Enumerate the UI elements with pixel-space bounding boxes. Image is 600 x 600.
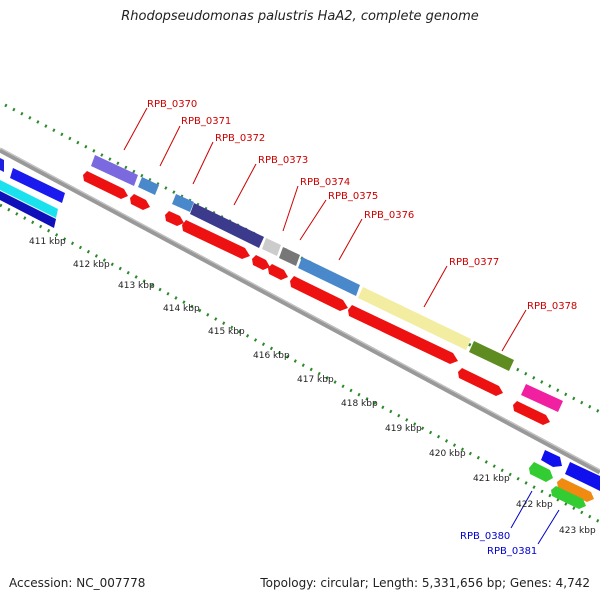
genome-backbone [0, 147, 600, 475]
gene-rpb0377 [358, 287, 471, 350]
label-leaders [123, 107, 527, 352]
genome-stats-text: Topology: circular; Length: 5,331,656 bp… [260, 576, 590, 590]
gene-rpb0375 [279, 247, 300, 266]
gene-label-rpb0374: RPB_0374 [300, 177, 350, 188]
scale-label-422: 422 kbp [516, 500, 553, 510]
forward-genes [91, 155, 600, 491]
gene-red-3 [165, 211, 184, 226]
scale-label-415: 415 kbp [208, 327, 245, 337]
scale-label-423: 423 kbp [559, 526, 596, 536]
gene-edge-cyan [0, 180, 58, 218]
gene-red-7 [290, 276, 348, 311]
scale-label-412: 412 kbp [73, 260, 110, 270]
gene-label-rpb0377: RPB_0377 [449, 257, 499, 268]
gene-label-rpb0381: RPB_0381 [487, 546, 537, 557]
gene-red-4 [182, 220, 250, 259]
gene-label-rpb0370: RPB_0370 [147, 99, 197, 110]
gene-rpb0378 [469, 341, 514, 371]
gene-red-10 [513, 401, 550, 425]
scale-label-420: 420 kbp [429, 449, 466, 459]
label-leaders-bottom [510, 490, 560, 545]
gene-edge-blue [10, 168, 65, 203]
gene-green [529, 462, 553, 482]
gene-red-8 [348, 305, 458, 364]
gene-label-rpb0371: RPB_0371 [181, 116, 231, 127]
left-edge-genes [0, 158, 65, 228]
gene-label-rpb0376: RPB_0376 [364, 210, 414, 221]
scale-label-414: 414 kbp [163, 304, 200, 314]
scale-label-419: 419 kbp [385, 424, 422, 434]
scale-label-413: 413 kbp [118, 281, 155, 291]
gene-red-5 [252, 255, 270, 270]
scale-label-417: 417 kbp [297, 375, 334, 385]
gene-orange [557, 478, 594, 502]
scale-label-416: 416 kbp [253, 351, 290, 361]
gene-rpb0370 [91, 155, 138, 186]
gene-edge-blue-small [0, 158, 4, 172]
accession-text: Accession: NC_007778 [9, 576, 146, 590]
scale-label-418: 418 kbp [341, 399, 378, 409]
gene-green-2 [551, 486, 586, 509]
gene-red-9 [458, 368, 503, 396]
gene-label-rpb0373: RPB_0373 [258, 155, 308, 166]
gene-rpb0371 [138, 177, 159, 195]
gene-red-6 [268, 264, 288, 280]
gene-rpb0372-left [172, 194, 194, 212]
reverse-genes [83, 171, 594, 509]
gene-pink [521, 384, 563, 412]
genome-backbone-highlight [0, 147, 600, 471]
gene-label-rpb0372: RPB_0372 [215, 133, 265, 144]
gene-blue-small [541, 450, 562, 467]
scale-label-421: 421 kbp [473, 474, 510, 484]
gene-rpb0372 [190, 203, 264, 248]
gene-red-1 [83, 171, 128, 199]
gene-label-rpb0378: RPB_0378 [527, 301, 577, 312]
map-title: Rhodopseudomonas palustris HaA2, complet… [121, 9, 479, 24]
scale-label-411: 411 kbp [29, 237, 66, 247]
gene-blue [565, 462, 600, 491]
gene-label-rpb0380: RPB_0380 [460, 531, 510, 542]
gene-red-2 [130, 194, 150, 210]
gene-label-rpb0375: RPB_0375 [328, 191, 378, 202]
gene-rpb0374 [262, 238, 281, 256]
gene-rpb0376 [298, 257, 360, 296]
gene-edge-navy [0, 191, 56, 228]
